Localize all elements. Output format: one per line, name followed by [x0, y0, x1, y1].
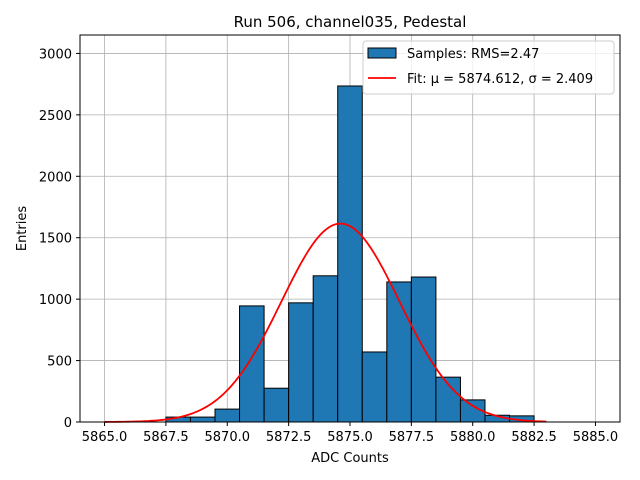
x-tick-label: 5872.5 [266, 430, 312, 445]
y-tick-label: 1000 [39, 293, 72, 308]
x-tick-label: 5877.5 [389, 430, 435, 445]
y-tick-label: 1500 [39, 232, 72, 247]
y-axis-label: Entries [15, 206, 30, 252]
histogram-bar [263, 387, 290, 423]
histogram-bar [239, 305, 265, 423]
y-tick-label: 2000 [39, 170, 72, 185]
legend-fit-label: Fit: μ = 5874.612, σ = 2.409 [407, 72, 593, 87]
x-axis-ticks: 5865.0 5867.5 5870.0 5872.5 5875.0 5877.5 5880… [82, 422, 618, 445]
histogram-bar [288, 302, 314, 423]
y-tick-label: 3000 [39, 47, 72, 62]
legend-histogram-swatch [367, 47, 397, 59]
x-tick-label: 5880.0 [450, 430, 496, 445]
histogram-bars [165, 85, 535, 423]
x-tick-label: 5885.0 [573, 430, 619, 445]
x-tick-label: 5870.0 [205, 430, 251, 445]
x-tick-label: 5882.5 [511, 430, 557, 445]
y-axis-ticks: 0 500 1000 1500 2000 2500 3000 [39, 47, 80, 431]
fit-curve [104, 222, 547, 423]
x-axis-label: ADC Counts [311, 451, 389, 466]
histogram-bar [361, 351, 388, 423]
histogram-bar [214, 408, 241, 423]
legend: Samples: RMS=2.47 Fit: μ = 5874.612, σ =… [362, 40, 615, 95]
y-tick-label: 500 [47, 355, 72, 370]
legend-box [362, 40, 615, 95]
chart-title: Run 506, channel035, Pedestal [234, 13, 467, 31]
histogram-bar [312, 275, 339, 423]
histogram-bar [386, 281, 412, 423]
x-tick-label: 5865.0 [82, 430, 128, 445]
histogram-bar [337, 85, 363, 423]
x-tick-label: 5875.0 [327, 430, 373, 445]
histogram-bar [189, 416, 216, 423]
y-tick-label: 2500 [39, 109, 72, 124]
legend-histogram-label: Samples: RMS=2.47 [407, 47, 539, 62]
y-tick-label: 0 [64, 416, 72, 431]
x-tick-label: 5867.5 [143, 430, 189, 445]
